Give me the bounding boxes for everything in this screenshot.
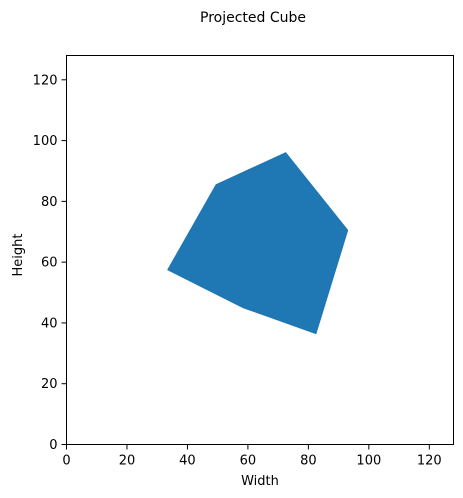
chart-title: Projected Cube — [200, 10, 306, 26]
x-tick-label: 40 — [179, 454, 196, 469]
x-tick-label: 20 — [119, 454, 136, 469]
y-tick-label: 120 — [33, 73, 58, 88]
x-tick-label: 120 — [417, 454, 442, 469]
y-tick-label: 0 — [49, 438, 57, 453]
projected-cube-polygon — [167, 152, 349, 335]
y-tick-label: 60 — [41, 256, 58, 271]
x-axis-label: Width — [241, 474, 279, 489]
x-tick-label: 100 — [356, 454, 381, 469]
y-axis-label: Height — [11, 234, 26, 277]
y-tick-label: 40 — [41, 316, 58, 331]
y-tick-label: 20 — [41, 377, 58, 392]
y-axis: 0 20 40 60 80 100 120 — [33, 73, 67, 453]
y-tick-label: 100 — [33, 134, 58, 149]
x-tick-label: 0 — [62, 454, 70, 469]
plot-area — [66, 55, 454, 445]
axes-frame — [66, 55, 454, 445]
data-layer — [167, 152, 349, 335]
x-tick-label: 80 — [300, 454, 317, 469]
x-axis: 0 20 40 60 80 100 120 — [62, 444, 442, 469]
x-tick-label: 60 — [240, 454, 257, 469]
y-tick-label: 80 — [41, 195, 58, 210]
